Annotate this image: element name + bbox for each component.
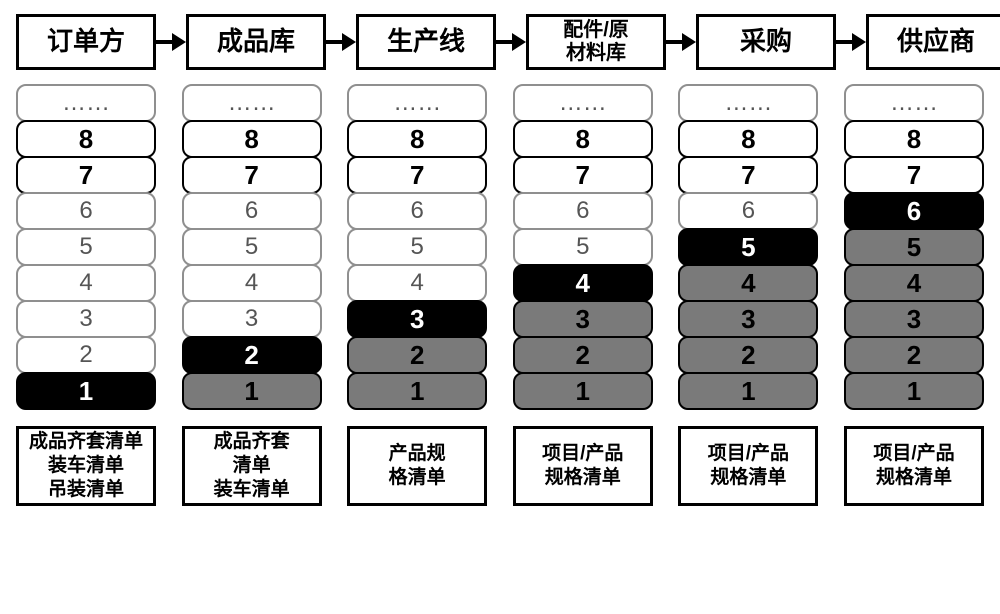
stack-cell: …… [347,84,487,122]
stack-cell: 3 [844,300,984,338]
stack-cell: 4 [678,264,818,302]
arrow-right-icon [326,31,356,53]
header-box: 供应商 [866,14,1000,70]
stack-cell: …… [844,84,984,122]
footer-box: 项目/产品 规格清单 [678,426,818,506]
arrow-right-icon [496,31,526,53]
process-flow-diagram: 订单方 成品库 生产线 配件/原 材料库 采购 供应商 12345678……12… [10,14,990,506]
stack-cell: …… [182,84,322,122]
stack-cell: 2 [844,336,984,374]
stack-cell: 8 [182,120,322,158]
stack-cell: …… [513,84,653,122]
stack-cell: 7 [16,156,156,194]
stack-cell: 4 [182,264,322,302]
stack-cell: 5 [347,228,487,266]
arrow-right-icon [666,31,696,53]
stack-cell: 8 [513,120,653,158]
stack-cell: 4 [16,264,156,302]
stack-cell: 1 [182,372,322,410]
stack-cell: 4 [347,264,487,302]
stack-cell: 5 [16,228,156,266]
stack-cell: 1 [678,372,818,410]
stack-cell: 5 [844,228,984,266]
arrow-right-icon [156,31,186,53]
stack: 12345678…… [678,86,818,410]
stack-cell: 3 [678,300,818,338]
stack-cell: 1 [844,372,984,410]
stack-cell: 2 [347,336,487,374]
stack-cell: 7 [678,156,818,194]
footer-box: 成品齐套清单 装车清单 吊装清单 [16,426,156,506]
stack-cell: 8 [844,120,984,158]
footer-box: 项目/产品 规格清单 [844,426,984,506]
stack-cell: 2 [16,336,156,374]
stack-cell: 2 [513,336,653,374]
stack-cell: 3 [182,300,322,338]
header-box: 生产线 [356,14,496,70]
footer-box: 成品齐套 清单 装车清单 [182,426,322,506]
stack-cell: 3 [16,300,156,338]
stack-column: 12345678…… [347,86,487,410]
stack-cell: 7 [347,156,487,194]
stack-cell: 1 [16,372,156,410]
stack-column: 12345678…… [16,86,156,410]
stack-cell: 8 [678,120,818,158]
stack-cell: 4 [513,264,653,302]
stack-column: 12345678…… [182,86,322,410]
stack-cell: 6 [513,192,653,230]
footer-box: 项目/产品 规格清单 [513,426,653,506]
stack-cell: 2 [182,336,322,374]
arrow-right-icon [836,31,866,53]
stack-cell: 5 [182,228,322,266]
stack-cell: 5 [678,228,818,266]
stack-cell: 6 [844,192,984,230]
header-box: 订单方 [16,14,156,70]
stack-cell: 3 [513,300,653,338]
header-row: 订单方 成品库 生产线 配件/原 材料库 采购 供应商 [10,14,990,70]
footer-box: 产品规 格清单 [347,426,487,506]
stack-cell: 7 [513,156,653,194]
stack-cell: 6 [347,192,487,230]
stack-column: 12345678…… [513,86,653,410]
stack-cell: 6 [678,192,818,230]
stack-cell: 8 [347,120,487,158]
header-box: 采购 [696,14,836,70]
stack-cell: …… [678,84,818,122]
stack-cell: 1 [513,372,653,410]
stack-cell: 7 [182,156,322,194]
stack-cell: 4 [844,264,984,302]
stack-cell: 8 [16,120,156,158]
stack-cell: 6 [16,192,156,230]
stack-cell: …… [16,84,156,122]
header-box: 成品库 [186,14,326,70]
stack-cell: 2 [678,336,818,374]
header-box: 配件/原 材料库 [526,14,666,70]
stack: 12345678…… [182,86,322,410]
stacks-row: 12345678……12345678……12345678……12345678……… [10,86,990,410]
stack-cell: 6 [182,192,322,230]
stack-column: 12345678…… [844,86,984,410]
stack: 12345678…… [347,86,487,410]
stack: 12345678…… [513,86,653,410]
stack-column: 12345678…… [678,86,818,410]
stack: 12345678…… [844,86,984,410]
stack-cell: 7 [844,156,984,194]
stack-cell: 3 [347,300,487,338]
footers-row: 成品齐套清单 装车清单 吊装清单成品齐套 清单 装车清单产品规 格清单项目/产品… [10,426,990,506]
stack-cell: 1 [347,372,487,410]
stack-cell: 5 [513,228,653,266]
stack: 12345678…… [16,86,156,410]
